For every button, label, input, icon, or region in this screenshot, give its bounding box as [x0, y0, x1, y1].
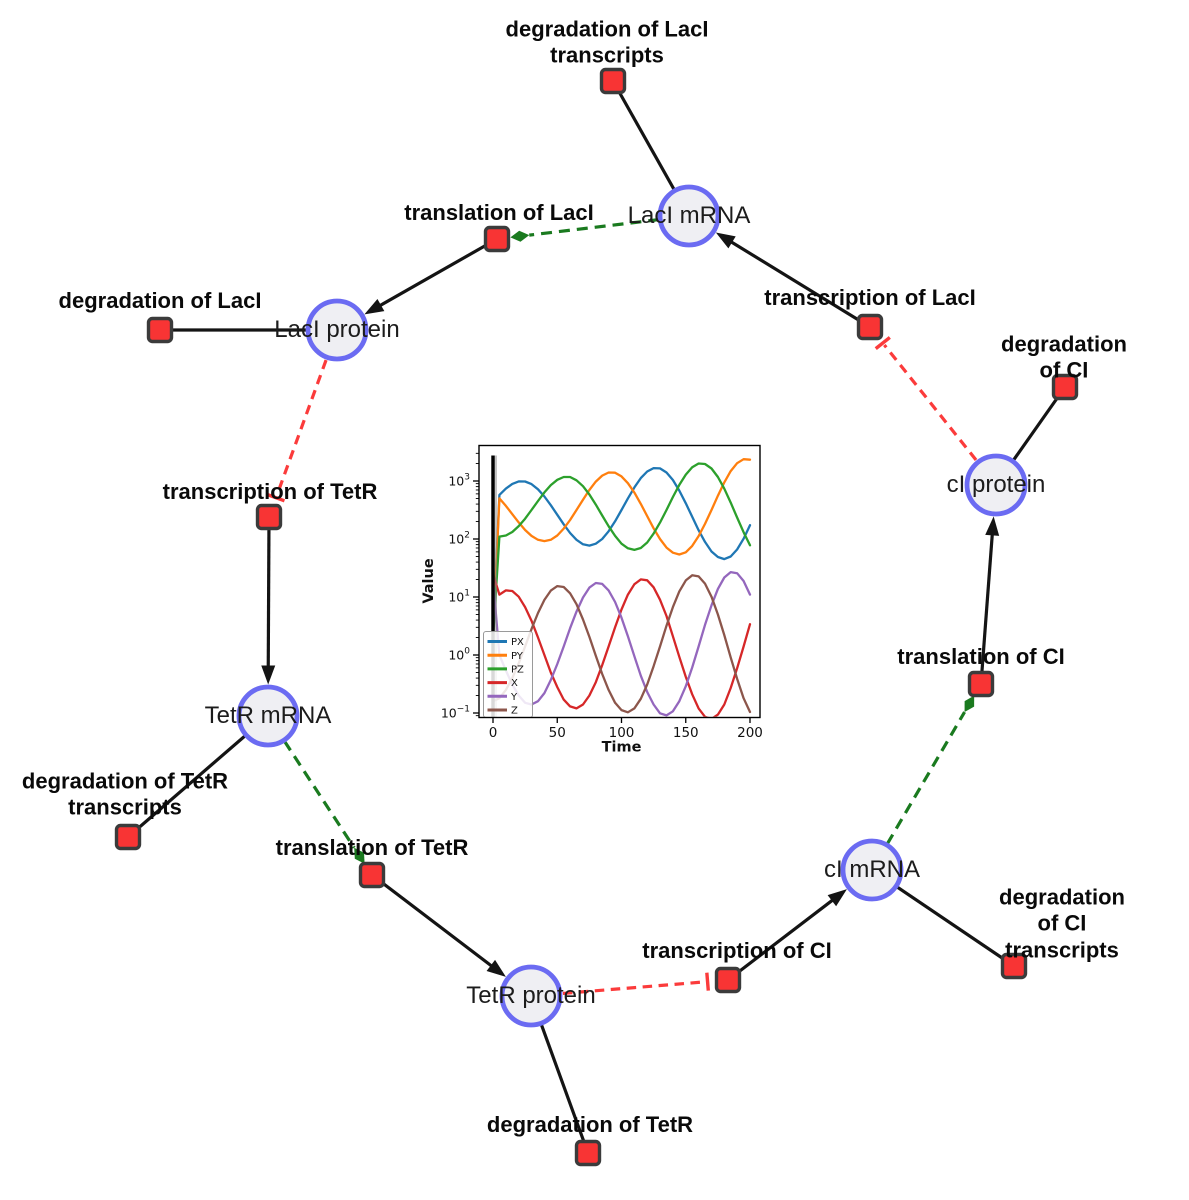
species-node-lacI_mRNA[interactable] — [657, 184, 721, 248]
plot-ylabel: Value — [421, 558, 437, 604]
edge-tetR_protein-to-transc_cI-line — [562, 980, 706, 996]
edge-lacI_protein-to-transc_tetR-line — [275, 359, 328, 496]
reaction-node-transc_lacI[interactable] — [856, 313, 884, 341]
edge-cI_mRNA-to-transl_cI — [885, 695, 975, 845]
reaction-node-transl_tetR[interactable] — [358, 861, 386, 889]
edge-cI_protein-to-transc_lacI-tee-bar-icon — [874, 336, 891, 350]
reaction-node-deg_tetR[interactable] — [574, 1139, 602, 1167]
edge-cI_protein-to-transc_lacI-line — [883, 343, 978, 461]
y-tick-label-10e1: 101 — [448, 589, 470, 605]
node-layer — [114, 67, 1079, 1167]
plot-series-Y — [491, 570, 752, 717]
edge-transc_tetR-to-tetR_mRNA-arrowhead-icon — [261, 665, 276, 685]
species-node-tetR_protein[interactable] — [499, 964, 563, 1028]
edge-transl_lacI-to-lacI_protein-line — [378, 237, 498, 308]
plot-legend-box — [483, 631, 533, 718]
reaction-node-deg_tetR_tr[interactable] — [114, 823, 142, 851]
edge-transc_lacI-to-lacI_mRNA — [715, 232, 871, 329]
edge-cI_mRNA-to-transl_cI-diamond-arrowhead-icon — [964, 695, 975, 713]
edge-lacI_mRNA-to-transl_lacI — [510, 217, 660, 242]
species-node-cI_mRNA[interactable] — [840, 838, 904, 902]
x-tick-label-50: 50 — [549, 725, 566, 741]
edge-transl_cI-to-cI_protein-line — [979, 533, 994, 685]
legend-label-Y: Y — [510, 692, 518, 703]
edge-tetR_protein-to-transc_cI-tee-bar-icon — [705, 972, 710, 991]
plot-series-PX — [491, 466, 752, 639]
plot-frame — [478, 444, 761, 719]
plot-series-PY — [491, 458, 752, 639]
y-tick-label-10e-1: 10−1 — [441, 705, 470, 721]
legend-label-PX: PX — [511, 637, 524, 648]
edge-transl_lacI-to-lacI_protein — [364, 237, 498, 315]
edge-tetR_mRNA-to-transl_tetR — [283, 740, 365, 864]
plot-series-PZ — [491, 462, 752, 639]
edge-lacI_mRNA-to-transl_lacI-line — [529, 217, 660, 237]
plot-y-ticks: 103 102 101 100 10−1 — [441, 452, 479, 721]
y-tick-label-10e3: 103 — [448, 473, 470, 489]
x-tick-label-100: 100 — [609, 725, 635, 741]
edge-transc_cI-to-cI_mRNA-line — [727, 898, 835, 982]
edge-cI_protein-to-transc_lacI — [874, 336, 978, 461]
x-tick-label-200: 200 — [737, 725, 763, 741]
plot-legend: PX PY PZ XYZ — [483, 631, 533, 718]
edge-transc_lacI-to-lacI_mRNA-line — [729, 239, 871, 329]
reaction-node-deg_cI[interactable] — [1051, 373, 1079, 401]
edge-transc_cI-to-cI_mRNA-arrowhead-icon — [827, 889, 847, 907]
edge-transl_tetR-to-tetR_protein — [371, 873, 506, 977]
legend-label-X: X — [511, 678, 518, 689]
edge-transl_tetR-to-tetR_protein-arrowhead-icon — [486, 959, 506, 977]
reaction-node-transc_tetR[interactable] — [255, 503, 283, 531]
reaction-node-transl_cI[interactable] — [967, 670, 995, 698]
reaction-node-deg_lacI[interactable] — [146, 316, 174, 344]
edge-transc_tetR-to-tetR_mRNA-line — [266, 516, 271, 668]
edge-transc_tetR-to-tetR_mRNA — [261, 516, 276, 685]
time-series-plot: PX PY PZ XYZ 0 50 100 150 200 103 102 101 100 10−1 Tim… — [421, 444, 763, 756]
edge-transc_lacI-to-lacI_mRNA-arrowhead-icon — [715, 232, 736, 249]
x-tick-label-150: 150 — [673, 725, 699, 741]
edge-transl_tetR-to-tetR_protein-line — [371, 873, 494, 968]
plot-series-X — [491, 572, 752, 717]
edge-tetR_mRNA-to-transl_tetR-line — [283, 740, 356, 849]
edge-transl_lacI-to-lacI_protein-arrowhead-icon — [364, 298, 385, 315]
edge-transl_cI-to-cI_protein — [979, 516, 1000, 685]
y-tick-label-10e2: 102 — [448, 531, 470, 547]
edge-lacI_mRNA-to-transl_lacI-diamond-arrowhead-icon — [510, 230, 530, 242]
legend-label-PY: PY — [511, 651, 524, 662]
plot-series-Z — [491, 574, 752, 714]
edge-tetR_protein-to-transc_cI — [562, 972, 710, 996]
reaction-node-deg_cI_tr[interactable] — [1000, 952, 1028, 980]
reaction-node-deg_lacI_tr[interactable] — [599, 67, 627, 95]
edge-lacI_protein-to-transc_tetR — [266, 359, 328, 503]
species-node-tetR_mRNA[interactable] — [236, 684, 300, 748]
reaction-node-transc_cI[interactable] — [714, 966, 742, 994]
x-tick-label-0: 0 — [489, 725, 498, 741]
plot-xlabel: Time — [602, 740, 642, 756]
legend-label-PZ: PZ — [511, 665, 524, 676]
edge-transc_cI-to-cI_mRNA — [727, 889, 847, 982]
edge-lacI_protein-to-transc_tetR-tee-bar-icon — [266, 493, 286, 503]
legend-label-Z: Z — [511, 706, 518, 717]
species-node-lacI_protein[interactable] — [305, 298, 369, 362]
y-tick-label-10e0: 100 — [448, 647, 470, 663]
reaction-node-transl_lacI[interactable] — [483, 225, 511, 253]
edge-tetR_mRNA-to-transl_tetR-diamond-arrowhead-icon — [354, 847, 365, 864]
plot-x-ticks: 0 50 100 150 200 — [489, 717, 763, 741]
plot-curves — [491, 458, 752, 717]
edge-transl_cI-to-cI_protein-arrowhead-icon — [985, 516, 1000, 536]
edge-cI_mRNA-to-transl_cI-line — [885, 711, 966, 845]
species-node-cI_protein[interactable] — [964, 453, 1028, 517]
